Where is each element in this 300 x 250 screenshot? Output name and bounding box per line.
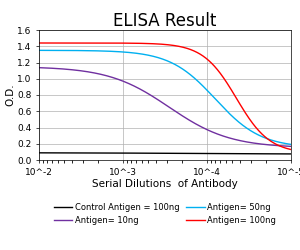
- Antigen= 10ng: [139, 88, 143, 91]
- Y-axis label: O.D.: O.D.: [6, 84, 16, 106]
- Line: Antigen= 50ng: Antigen= 50ng: [39, 50, 291, 144]
- Antigen= 50ng: [234, 118, 237, 121]
- Control Antigen = 100ng: [148, 152, 152, 155]
- Antigen= 50ng: [289, 143, 293, 146]
- Antigen= 50ng: [148, 54, 152, 57]
- Antigen= 100ng: [148, 42, 152, 45]
- Line: Antigen= 10ng: Antigen= 10ng: [39, 68, 291, 146]
- Control Antigen = 100ng: [139, 152, 143, 155]
- Antigen= 10ng: [234, 138, 237, 141]
- Antigen= 10ng: [148, 93, 152, 96]
- Antigen= 10ng: [238, 139, 242, 142]
- Antigen= 10ng: [63, 68, 67, 70]
- Antigen= 100ng: [37, 42, 41, 44]
- Title: ELISA Result: ELISA Result: [113, 12, 217, 30]
- Control Antigen = 100ng: [37, 151, 41, 154]
- Control Antigen = 100ng: [234, 152, 237, 155]
- Antigen= 100ng: [289, 148, 293, 151]
- Antigen= 100ng: [63, 42, 67, 44]
- Antigen= 10ng: [210, 130, 214, 133]
- Antigen= 100ng: [238, 103, 242, 106]
- Antigen= 50ng: [63, 49, 67, 52]
- Control Antigen = 100ng: [63, 152, 67, 154]
- Antigen= 10ng: [289, 145, 293, 148]
- Control Antigen = 100ng: [238, 152, 242, 155]
- Line: Control Antigen = 100ng: Control Antigen = 100ng: [39, 153, 291, 154]
- Control Antigen = 100ng: [289, 152, 293, 156]
- Antigen= 50ng: [238, 122, 242, 124]
- Control Antigen = 100ng: [210, 152, 214, 155]
- Antigen= 100ng: [234, 95, 237, 98]
- Antigen= 100ng: [210, 62, 214, 65]
- Antigen= 50ng: [210, 94, 214, 97]
- Antigen= 50ng: [139, 52, 143, 56]
- Antigen= 100ng: [139, 42, 143, 45]
- Antigen= 10ng: [37, 66, 41, 69]
- Antigen= 50ng: [37, 49, 41, 52]
- Legend: Control Antigen = 100ng, Antigen= 10ng, Antigen= 50ng, Antigen= 100ng: Control Antigen = 100ng, Antigen= 10ng, …: [54, 203, 276, 225]
- X-axis label: Serial Dilutions  of Antibody: Serial Dilutions of Antibody: [92, 180, 238, 190]
- Line: Antigen= 100ng: Antigen= 100ng: [39, 43, 291, 150]
